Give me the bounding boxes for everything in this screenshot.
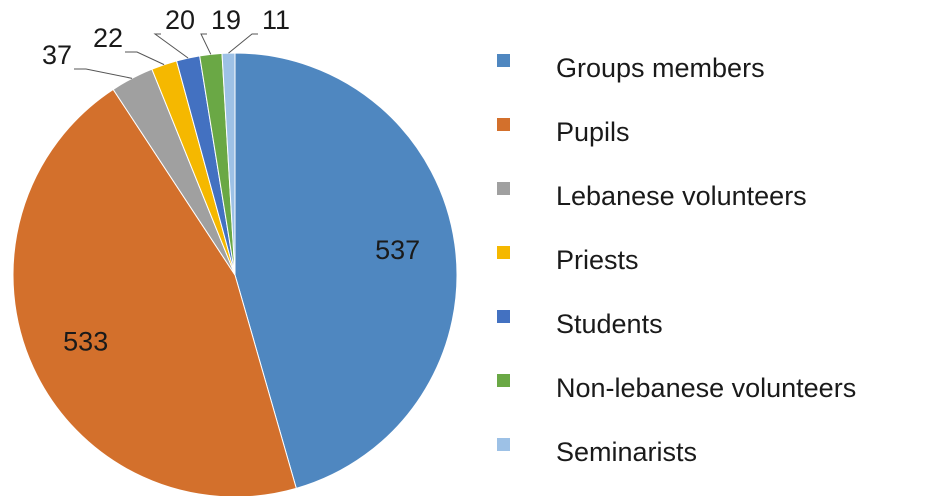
pie-slice (234, 52, 458, 489)
legend-label: Students (556, 309, 663, 339)
data-label: 533 (63, 327, 108, 357)
leader-line (125, 51, 165, 66)
legend-swatch (497, 118, 510, 131)
legend-swatch (497, 374, 510, 387)
legend-label: Pupils (556, 117, 630, 147)
data-label: 20 (165, 5, 195, 35)
legend-swatch (497, 310, 510, 323)
legend-label: Groups members (556, 53, 765, 83)
legend-label: Lebanese volunteers (556, 181, 807, 211)
legend-swatch (497, 182, 510, 195)
data-label: 19 (211, 5, 241, 35)
leader-line (153, 33, 189, 59)
leader-line (228, 33, 258, 54)
legend-label: Seminarists (556, 437, 697, 467)
leader-line (74, 68, 133, 79)
data-label: 11 (262, 5, 290, 35)
data-label: 537 (375, 235, 420, 265)
legend-label: Non-lebanese volunteers (556, 373, 856, 403)
data-label: 37 (42, 40, 72, 70)
pie-slice (221, 52, 236, 276)
legend-label: Priests (556, 245, 639, 275)
legend-swatch (497, 54, 510, 67)
data-label: 22 (93, 23, 123, 53)
leader-line (200, 33, 212, 55)
legend-swatch (497, 246, 510, 259)
legend-swatch (497, 438, 510, 451)
pie-slice (12, 88, 297, 496)
